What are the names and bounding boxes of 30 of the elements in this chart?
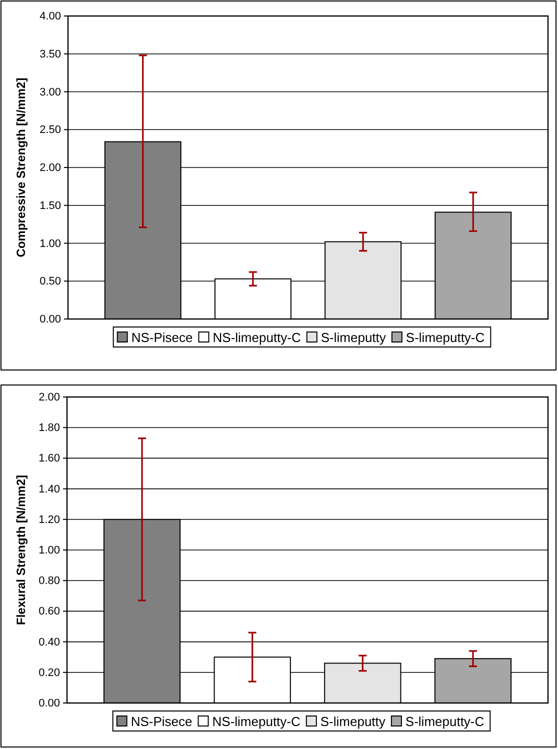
y-tick-label: 0.60 — [38, 606, 60, 618]
y-tick-label: 1.80 — [38, 422, 60, 434]
y-axis-title: Flexural Strength [N/mm2] — [14, 474, 28, 626]
legend-label: NS-Pisece — [131, 330, 193, 345]
legend-label: NS-Pisece — [130, 714, 192, 729]
y-tick-label: 3.50 — [40, 48, 61, 60]
legend-label: S-limeputty — [320, 330, 386, 345]
y-tick-label: 0.20 — [38, 666, 60, 679]
y-tick-label: 1.50 — [40, 200, 61, 212]
y-tick-label: 0.00 — [40, 314, 61, 326]
y-tick-label: 4.00 — [40, 10, 61, 23]
y-tick-label: 2.00 — [40, 162, 61, 174]
y-tick-label: 2.00 — [38, 392, 60, 404]
y-tick-label: 1.00 — [38, 544, 60, 557]
y-tick-label: 3.00 — [40, 86, 61, 98]
legend-label: NS-limeputty-C — [212, 330, 301, 345]
y-tick-label: 0.50 — [40, 276, 61, 288]
legend-label: NS-limeputty-C — [212, 714, 300, 729]
y-axis-title: Compressive Strength [N/mm2] — [14, 78, 28, 258]
legend-label: S-limeputty-C — [405, 714, 484, 729]
y-tick-label: 0.40 — [38, 636, 60, 648]
legend-label: S-limeputty-C — [406, 330, 485, 345]
y-tick-label: 0.80 — [38, 575, 60, 588]
y-tick-label: 1.00 — [40, 238, 61, 250]
legend-label: S-limeputty — [320, 714, 386, 729]
y-tick-label: 0.00 — [38, 698, 60, 710]
y-tick-label: 1.60 — [38, 452, 60, 465]
y-tick-label: 2.50 — [40, 124, 61, 136]
y-tick-label: 1.40 — [38, 483, 60, 496]
y-tick-label: 1.20 — [38, 514, 60, 526]
